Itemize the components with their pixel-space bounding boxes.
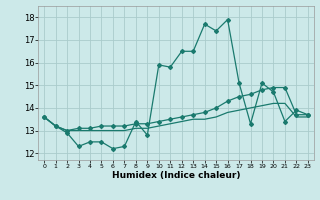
X-axis label: Humidex (Indice chaleur): Humidex (Indice chaleur) (112, 171, 240, 180)
